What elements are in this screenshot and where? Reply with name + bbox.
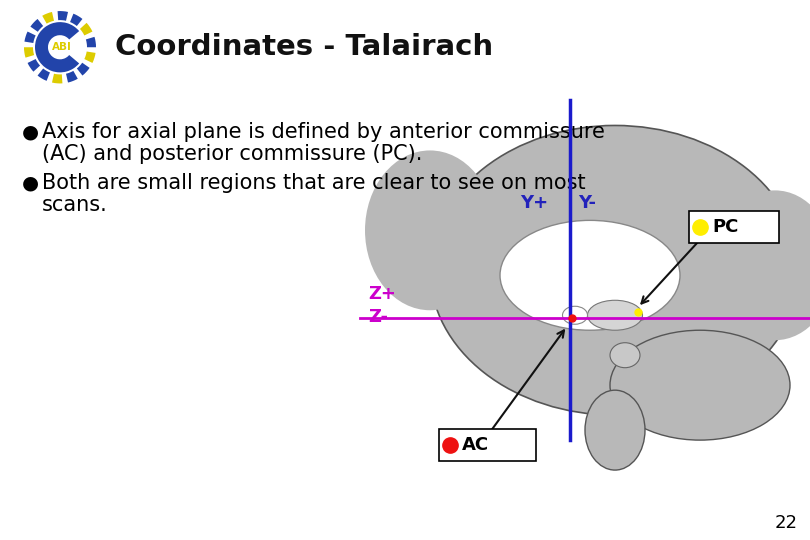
Text: Y+: Y+ [520,194,548,212]
Text: ABI: ABI [52,42,72,52]
Wedge shape [66,71,78,83]
Text: Both are small regions that are clear to see on most: Both are small regions that are clear to… [42,173,586,193]
FancyBboxPatch shape [689,211,779,244]
Text: ●: ● [22,173,39,192]
Wedge shape [24,47,34,58]
Ellipse shape [610,330,790,440]
Wedge shape [70,14,83,26]
Text: ●: ● [22,123,39,141]
Wedge shape [31,19,43,32]
Wedge shape [42,12,54,24]
Ellipse shape [562,306,587,324]
Wedge shape [52,74,62,84]
Text: AC: AC [462,436,489,454]
Wedge shape [80,23,92,36]
Ellipse shape [525,240,655,310]
Wedge shape [84,51,96,63]
Wedge shape [77,63,90,76]
Wedge shape [37,69,50,81]
Wedge shape [28,59,40,72]
Text: Axis for axial plane is defined by anterior commissure: Axis for axial plane is defined by anter… [42,123,605,143]
Ellipse shape [587,300,642,330]
Text: (AC) and posterior commissure (PC).: (AC) and posterior commissure (PC). [42,144,422,165]
Text: Z+: Z+ [368,285,396,303]
Ellipse shape [365,151,495,310]
Text: Y-: Y- [578,194,596,212]
Ellipse shape [430,125,800,415]
Wedge shape [35,22,79,72]
Ellipse shape [585,390,645,470]
Text: scans.: scans. [42,195,108,215]
Text: Z-: Z- [368,308,388,326]
Text: Coordinates - Talairach: Coordinates - Talairach [115,33,493,61]
Text: PC: PC [712,218,739,237]
Text: 22: 22 [775,514,798,532]
FancyBboxPatch shape [439,429,536,461]
Ellipse shape [715,191,810,340]
Wedge shape [24,31,36,43]
Ellipse shape [500,220,680,330]
Wedge shape [58,11,68,21]
Ellipse shape [610,343,640,368]
Wedge shape [86,37,96,47]
